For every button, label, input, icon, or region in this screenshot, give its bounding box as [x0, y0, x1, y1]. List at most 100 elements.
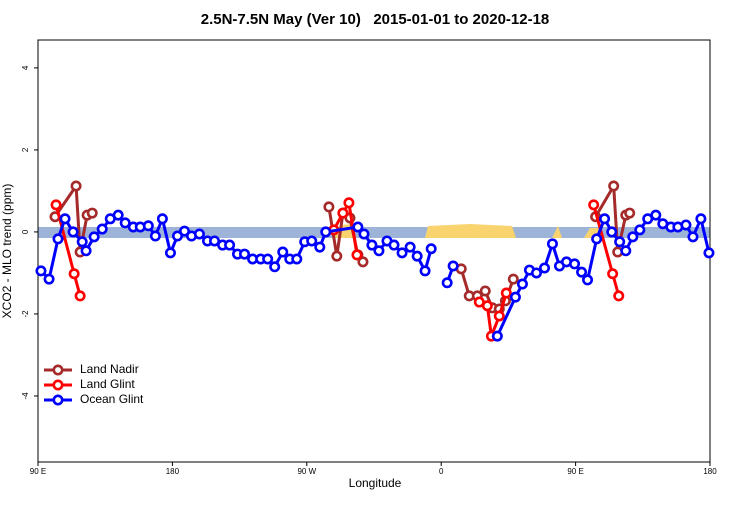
data-point: [425, 243, 437, 255]
data-point: [74, 290, 86, 302]
x-tick-label: 90 W: [297, 467, 316, 476]
data-point: [396, 247, 408, 259]
legend-marker: [52, 394, 64, 406]
chart-title: 2.5N-7.5N May (Ver 10) 2015-01-01 to 202…: [201, 11, 550, 28]
data-point: [650, 209, 662, 221]
legend-marker: [52, 379, 64, 391]
y-tick-label: -2: [21, 310, 30, 318]
data-point: [614, 236, 626, 248]
data-point: [193, 228, 205, 240]
data-point: [419, 265, 431, 277]
data-point: [606, 226, 618, 238]
data-point: [447, 260, 459, 272]
data-point: [481, 300, 493, 312]
legend-label: Ocean Glint: [80, 392, 144, 406]
data-point: [119, 217, 131, 229]
data-point: [59, 213, 71, 225]
data-point: [358, 228, 370, 240]
legend-marker: [52, 364, 64, 376]
data-point: [582, 274, 594, 286]
data-point: [337, 207, 349, 219]
data-point: [620, 245, 632, 257]
x-tick-label: 180: [703, 467, 717, 476]
data-point: [52, 233, 64, 245]
data-point: [178, 225, 190, 237]
data-point: [441, 277, 453, 289]
data-point: [569, 258, 581, 270]
data-point: [366, 239, 378, 251]
data-point: [80, 245, 92, 257]
data-point: [67, 226, 79, 238]
data-point: [373, 245, 385, 257]
ocean-band: [38, 227, 710, 238]
data-point: [627, 231, 639, 243]
data-point: [491, 330, 503, 342]
data-point: [291, 253, 303, 265]
data-point: [164, 247, 176, 259]
data-point: [86, 207, 98, 219]
data-point: [43, 273, 55, 285]
land-patch: [425, 224, 516, 238]
data-point: [331, 250, 343, 262]
data-point: [35, 265, 47, 277]
y-tick-label: -4: [21, 392, 30, 400]
data-point: [112, 209, 124, 221]
data-point: [530, 267, 542, 279]
data-point: [388, 239, 400, 251]
data-point: [68, 268, 80, 280]
data-point: [351, 249, 363, 261]
x-tick-label: 90 E: [567, 467, 583, 476]
data-point: [687, 231, 699, 243]
y-tick-label: 4: [21, 65, 30, 70]
data-point: [695, 213, 707, 225]
data-point: [703, 247, 715, 259]
data-point: [262, 253, 274, 265]
data-point: [156, 213, 168, 225]
data-point: [96, 223, 108, 235]
data-point: [516, 278, 528, 290]
data-point: [171, 230, 183, 242]
data-point: [269, 261, 281, 273]
data-point: [209, 235, 221, 247]
data-point: [306, 235, 318, 247]
data-point: [479, 285, 491, 297]
data-point: [277, 246, 289, 258]
y-tick-label: 0: [21, 229, 30, 234]
data-point: [343, 197, 355, 209]
data-point: [411, 250, 423, 262]
data-point: [500, 287, 512, 299]
data-point: [613, 290, 625, 302]
data-point: [507, 273, 519, 285]
x-axis-label: Longitude: [349, 476, 402, 490]
data-point: [50, 199, 62, 211]
data-point: [539, 262, 551, 274]
data-point: [607, 268, 619, 280]
x-tick-label: 0: [439, 467, 444, 476]
data-point: [493, 310, 505, 322]
legend-label: Land Nadir: [80, 362, 139, 376]
land-patch: [552, 226, 562, 238]
data-point: [323, 201, 335, 213]
data-point: [591, 233, 603, 245]
data-point: [149, 230, 161, 242]
data-point: [634, 224, 646, 236]
data-point: [576, 266, 588, 278]
data-point: [76, 236, 88, 248]
data-point: [509, 291, 521, 303]
y-axis-label: XCO2 - MLO trend (ppm): [0, 184, 14, 319]
x-tick-label: 90 E: [30, 467, 46, 476]
data-point: [320, 226, 332, 238]
data-point: [608, 180, 620, 192]
data-point: [680, 219, 692, 231]
x-tick-label: 180: [166, 467, 180, 476]
data-point: [352, 221, 364, 233]
data-point: [314, 241, 326, 253]
data-point: [588, 199, 600, 211]
data-point: [357, 256, 369, 268]
data-point: [599, 213, 611, 225]
data-point: [224, 239, 236, 251]
legend-label: Land Glint: [80, 377, 135, 391]
data-point: [88, 231, 100, 243]
